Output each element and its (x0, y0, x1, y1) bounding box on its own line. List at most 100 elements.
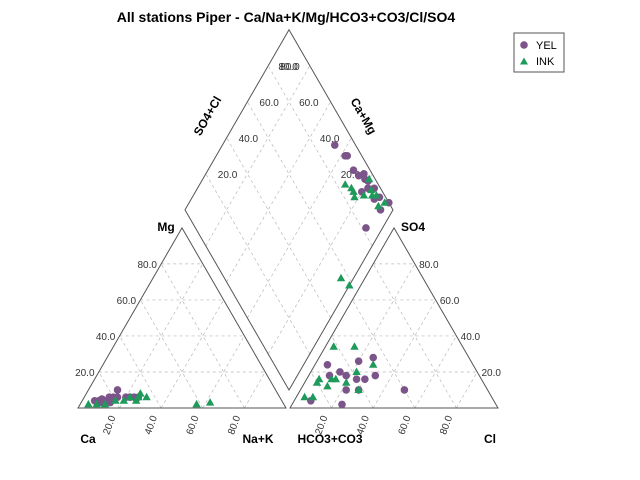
point-yel-anion (371, 371, 380, 380)
point-ink-cation (132, 396, 141, 404)
label-so4: SO4 (401, 220, 425, 234)
grid-line (331, 263, 416, 409)
grid-line (267, 173, 373, 355)
tick-label-so4: 60.0 (440, 296, 460, 307)
point-ink-cation (111, 396, 120, 404)
point-yel-anion (361, 375, 369, 383)
point-ink-cation (119, 396, 128, 404)
point-ink-anion (300, 392, 309, 401)
label-cl: Cl (484, 432, 496, 446)
grid-line (119, 263, 204, 409)
label-mg: Mg (157, 220, 174, 234)
grid-line (226, 101, 331, 283)
point-ink-anion (331, 374, 340, 383)
legend-label-ink: INK (536, 56, 555, 68)
grid-line (160, 263, 245, 409)
point-ink-diamond (350, 192, 359, 201)
tick-labels: 20.0 80.0 20.0 20.0 20.0 20.0 40.0 60.0 40.0 40.0… (75, 62, 501, 437)
point-ink-diamond (349, 187, 358, 195)
legend-label-yel: YEL (536, 40, 557, 52)
tick-label-so4-cl: 80.0 (278, 62, 298, 73)
point-ink-anion (342, 378, 351, 386)
label-hco3-co3: HCO3+CO3 (297, 432, 362, 446)
point-ink-diamond (372, 191, 381, 199)
grid-line (205, 173, 311, 355)
point-ink-cation (125, 392, 135, 401)
point-yel-diamond (349, 166, 358, 175)
point-ink-cation (136, 389, 145, 397)
tick-label-mg: 40.0 (96, 332, 116, 343)
grid-line (456, 371, 478, 409)
point-yel-anion (342, 371, 350, 380)
data-points (84, 141, 409, 409)
tick-label-mg: 60.0 (117, 296, 137, 307)
point-yel-anion (338, 400, 346, 409)
grid-lines (98, 65, 478, 409)
grid-line (310, 371, 332, 409)
point-yel-anion (352, 375, 361, 383)
tick-label-so4-cl: 60.0 (299, 98, 319, 109)
tick-label-ca-mg: 20.0 (218, 170, 238, 181)
point-ink-anion (323, 381, 332, 390)
point-ink-cation (100, 399, 110, 408)
grid-line (267, 65, 373, 247)
tick-label-ca: 60.0 (185, 414, 202, 436)
tick-label-ca-mg: 80.0 (280, 62, 300, 73)
point-ink-diamond (380, 198, 389, 206)
legend: YEL INK (513, 32, 565, 73)
legend-box (513, 32, 565, 73)
point-ink-diamond (336, 273, 346, 282)
grid-line (247, 137, 352, 319)
point-ink-cation (205, 398, 215, 406)
diamond-frame (184, 28, 394, 392)
tick-label-so4: 20.0 (481, 368, 501, 379)
tick-label-ca: 20.0 (101, 414, 118, 436)
point-yel-diamond (362, 224, 370, 232)
tick-label-so4: 40.0 (461, 332, 481, 343)
point-yel-anion (354, 357, 363, 365)
chart-title: All stations Piper - Ca/Na+K/Mg/HCO3+CO3… (117, 9, 456, 25)
tick-label-mg: 20.0 (75, 368, 95, 379)
tick-label-cl: 60.0 (397, 414, 414, 436)
point-ink-cation (142, 392, 151, 401)
grid-line (160, 299, 224, 409)
point-ink-cation (84, 399, 93, 408)
grid-line (205, 65, 311, 247)
grid-line (226, 137, 331, 319)
tick-label-ca: 80.0 (226, 414, 243, 436)
point-ink-cation (92, 399, 101, 408)
tick-label-so4: 80.0 (419, 260, 439, 271)
label-so4-cl: SO4+Cl (191, 94, 225, 138)
point-yel-anion (342, 386, 350, 394)
point-ink-anion (329, 342, 338, 350)
grid-line (331, 335, 374, 409)
point-yel-diamond (330, 141, 339, 149)
plot-frames (77, 28, 499, 409)
tick-label-ca: 40.0 (143, 414, 160, 436)
point-ink-diamond (367, 185, 376, 194)
legend-marker-ink (520, 57, 528, 65)
point-ink-diamond (341, 180, 350, 188)
point-yel-anion (400, 386, 409, 394)
grid-line (140, 299, 204, 409)
tick-label-ca-mg: 40.0 (239, 134, 259, 145)
label-ca-mg: Ca+Mg (347, 95, 379, 136)
anion-triangle (289, 226, 499, 409)
point-ink-anion (350, 342, 359, 350)
grid-line (119, 335, 162, 409)
point-ink-diamond (364, 174, 374, 183)
cation-triangle (77, 226, 287, 409)
point-yel-anion (323, 360, 332, 369)
grid-line (372, 299, 436, 409)
point-ink-anion (352, 367, 361, 375)
point-yel-cation (113, 386, 122, 394)
label-na-k: Na+K (242, 432, 273, 446)
tick-label-so4-cl: 40.0 (320, 134, 340, 145)
point-ink-anion (369, 360, 378, 368)
grid-line (202, 335, 245, 409)
grid-line (414, 335, 457, 409)
point-ink-cation (192, 399, 201, 408)
tick-label-mg: 80.0 (137, 260, 157, 271)
legend-marker-yel (520, 41, 528, 49)
grid-line (244, 371, 266, 409)
